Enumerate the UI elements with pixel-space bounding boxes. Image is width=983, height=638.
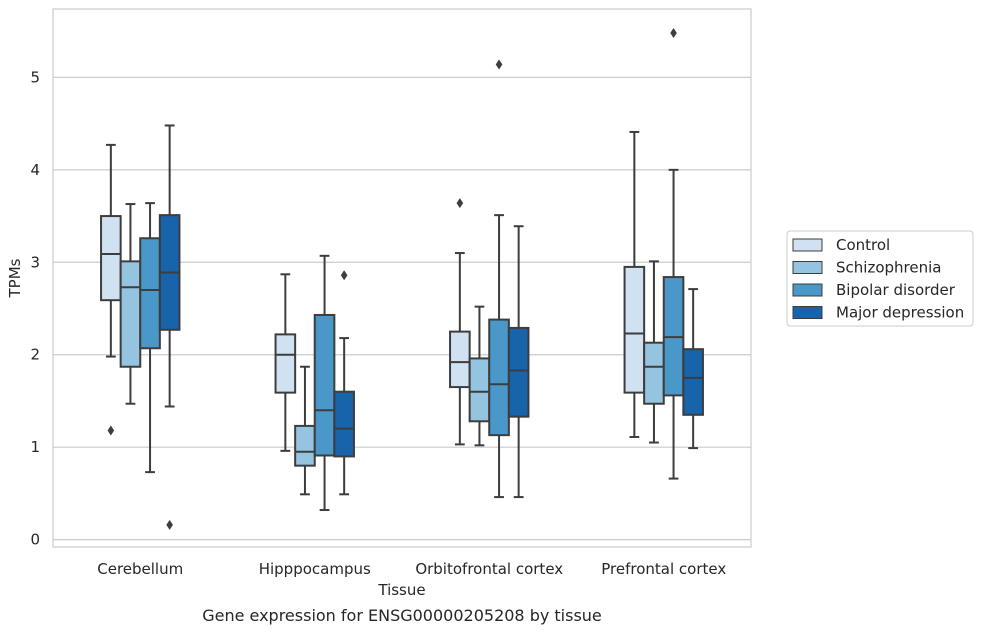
x-tick-label: Cerebellum	[97, 560, 183, 578]
y-tick-label: 3	[30, 253, 40, 271]
box-body	[274, 333, 297, 394]
x-tick-label: Hipppocampus	[259, 560, 371, 578]
legend-swatch	[792, 238, 823, 252]
box-body	[313, 313, 336, 457]
legend-swatch	[792, 306, 823, 319]
box-body	[507, 326, 530, 418]
y-tick-label: 0	[30, 531, 40, 549]
box-body	[119, 260, 142, 368]
legend-label: Bipolar disorder	[836, 281, 956, 299]
box-body	[468, 357, 491, 423]
x-axis-label: Tissue	[377, 581, 425, 599]
y-tick-label: 2	[30, 346, 40, 364]
legend-label: Control	[836, 236, 890, 254]
outlier-point	[456, 198, 464, 209]
box-body	[623, 265, 646, 394]
box-body	[139, 237, 161, 350]
box-body	[488, 318, 510, 437]
box-body	[682, 348, 704, 416]
outlier-point	[107, 425, 115, 436]
box-body	[449, 330, 471, 389]
y-tick-label: 5	[30, 68, 40, 86]
box-body	[643, 341, 665, 405]
y-axis-label: TPMs	[6, 258, 24, 298]
outlier-point	[495, 59, 503, 70]
box-body	[333, 390, 355, 458]
outlier-point	[340, 270, 348, 281]
y-tick-label: 1	[30, 438, 40, 456]
outlier-point	[670, 28, 677, 39]
box-body	[100, 215, 122, 302]
x-tick-label: Orbitofrontal cortex	[415, 560, 563, 578]
outlier-point	[166, 519, 173, 530]
legend-swatch	[792, 283, 823, 297]
legend: Control Schizophrenia Bipolar disorder Majo…	[786, 230, 974, 327]
boxes-layer	[100, 28, 704, 530]
x-tick-label: Prefrontal cortex	[601, 560, 726, 578]
ytick-layer: 0 1 2 3 4 5	[30, 68, 40, 548]
plot-frame	[52, 8, 752, 548]
chart-caption: Gene expression for ENSG00000205208 by t…	[202, 606, 602, 625]
legend-label: Major depression	[836, 304, 964, 322]
legend-label: Schizophrenia	[836, 259, 941, 277]
box-body	[294, 424, 316, 467]
xtick-layer: Cerebellum Hipppocampus Orbitofrontal cort…	[97, 560, 726, 578]
legend-items: Control Schizophrenia Bipolar disorder Majo…	[792, 236, 964, 322]
legend-swatch	[792, 261, 823, 274]
y-tick-label: 4	[30, 161, 40, 179]
legend-frame	[786, 230, 974, 327]
